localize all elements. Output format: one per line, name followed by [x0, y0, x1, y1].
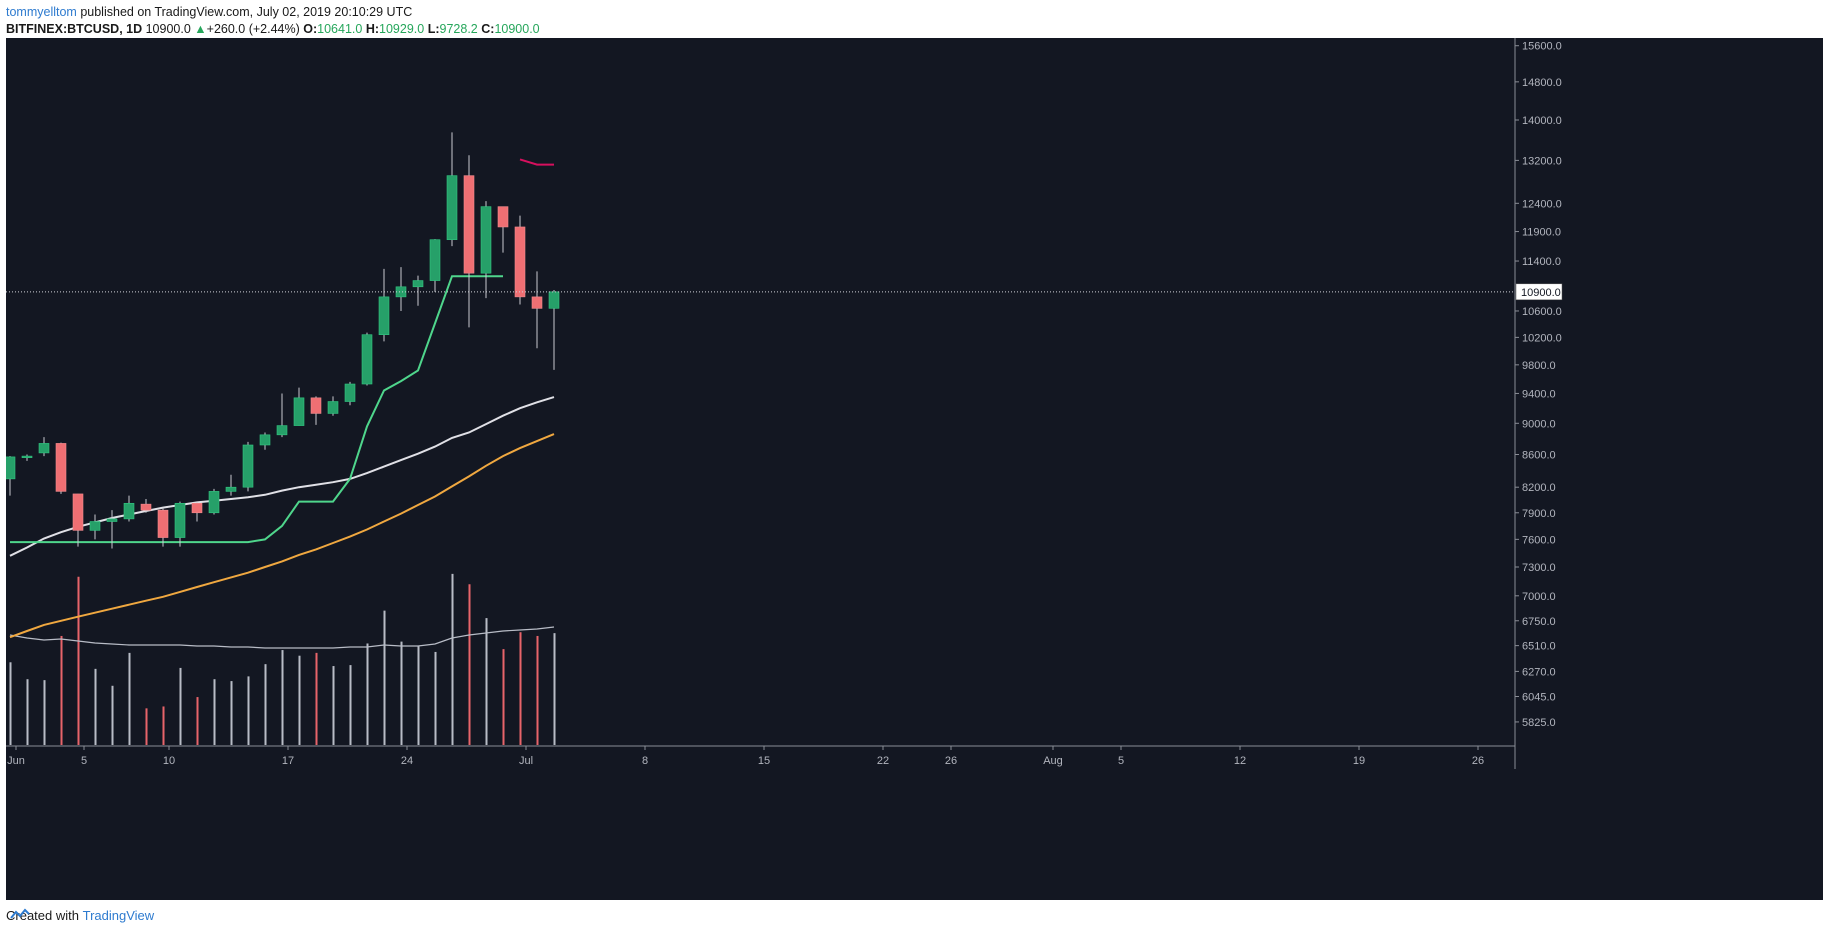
price-tick-label: 7900.0 — [1522, 508, 1556, 520]
high-label: H: — [365, 22, 380, 36]
time-tick-label: Aug — [1043, 755, 1063, 767]
open-value: 10641.0 — [317, 22, 363, 36]
author-link[interactable]: tommyelltom — [6, 5, 77, 19]
candle-up — [38, 443, 50, 454]
candle-up — [259, 434, 271, 446]
price-tick-label: 10200.0 — [1522, 332, 1562, 344]
candle-up — [6, 456, 16, 480]
last-price: 10900.0 — [145, 22, 191, 36]
close-label: C: — [481, 22, 495, 36]
candle-down — [531, 296, 543, 309]
symbol-label: BITFINEX:BTCUSD, 1D — [6, 22, 143, 36]
candle-up — [174, 502, 186, 538]
price-tick-label: 6750.0 — [1522, 616, 1556, 628]
candle-down — [140, 503, 152, 511]
close-value: 10900.0 — [494, 22, 540, 36]
price-tick-label: 6045.0 — [1522, 691, 1556, 703]
green-indicator-line — [10, 275, 503, 544]
sma-white-line — [9, 396, 555, 557]
candle-up — [480, 206, 492, 274]
sma-orange-line — [9, 433, 555, 639]
candle-up — [548, 291, 560, 309]
low-value: 9728.2 — [439, 22, 478, 36]
candle-up — [446, 175, 458, 240]
candle-up — [225, 486, 237, 492]
candle-down — [497, 206, 509, 228]
price-chart-svg[interactable]: 15600.0 14800.0 14000.0 13200.0 12400.0 11900… — [6, 38, 1823, 900]
candle-up — [89, 521, 101, 531]
open-label: O: — [303, 22, 318, 36]
candle-up — [106, 518, 118, 522]
price-tick-label: 11400.0 — [1522, 256, 1561, 268]
price-tick-label: 6510.0 — [1522, 641, 1556, 653]
time-tick-label: Jul — [519, 755, 533, 767]
price-tick-label: 15600.0 — [1522, 41, 1562, 53]
time-tick-label: 5 — [81, 755, 87, 767]
published-text: published on TradingView.com, July 02, 2… — [80, 5, 413, 19]
time-tick-label: 17 — [282, 755, 294, 767]
price-tick-label: 8200.0 — [1522, 482, 1556, 494]
candle-up — [429, 239, 441, 281]
price-tick-label: 7300.0 — [1522, 562, 1556, 574]
price-change: +260.0 (+2.44%) — [206, 22, 300, 36]
candle-up — [21, 455, 33, 459]
symbol-quote-line: BITFINEX:BTCUSD, 1D 10900.0 ▲+260.0 (+2.… — [6, 21, 540, 37]
candle-down — [157, 509, 169, 538]
price-tick-label: 7600.0 — [1522, 534, 1556, 546]
price-tick-label: 12400.0 — [1522, 198, 1562, 210]
time-tick-label: 12 — [1234, 755, 1246, 767]
time-tick-label: 24 — [401, 755, 413, 767]
candle-up — [208, 491, 220, 514]
candle-up — [242, 444, 254, 488]
time-tick-label: 15 — [758, 755, 770, 767]
candle-down — [55, 443, 67, 492]
tradingview-logo-icon — [10, 908, 30, 919]
price-tick-label: 14800.0 — [1522, 77, 1562, 89]
price-tick-label: 10600.0 — [1522, 306, 1562, 318]
candle-up — [344, 383, 356, 402]
time-tick-label: 5 — [1118, 755, 1124, 767]
price-tick-label: 14000.0 — [1522, 115, 1562, 127]
publish-header: tommyelltom published on TradingView.com… — [6, 4, 412, 20]
price-tick-label: 6270.0 — [1522, 666, 1556, 678]
price-tick-label: 9000.0 — [1522, 418, 1556, 430]
time-tick-label: 10 — [163, 755, 175, 767]
price-tick-label: 13200.0 — [1522, 155, 1562, 167]
candle-up — [327, 401, 339, 414]
low-label: L: — [427, 22, 440, 36]
candle-down — [463, 175, 475, 274]
red-indicator-line — [519, 158, 554, 166]
candle-up — [412, 280, 424, 288]
price-tick-label: 7000.0 — [1522, 591, 1556, 603]
candle-down — [191, 502, 203, 514]
time-tick-label: 26 — [945, 755, 957, 767]
tradingview-brand-link[interactable]: TradingView — [82, 908, 155, 923]
candle-up — [293, 397, 305, 426]
high-value: 10929.0 — [379, 22, 425, 36]
chart-area[interactable]: 15600.0 14800.0 14000.0 13200.0 12400.0 11900… — [6, 38, 1823, 900]
price-tick-label: 9800.0 — [1522, 360, 1556, 372]
price-tick-label: 5825.0 — [1522, 717, 1556, 729]
time-tick-label: 19 — [1353, 755, 1365, 767]
candle-down — [310, 397, 322, 414]
candle-up — [123, 502, 135, 520]
candle-down — [72, 493, 84, 531]
footer: Created with TradingView — [6, 908, 154, 923]
time-tick-label: 22 — [877, 755, 889, 767]
candle-up — [361, 334, 373, 385]
arrow-up-icon: ▲ — [194, 22, 207, 36]
last-price-label: 10900.0 — [1521, 287, 1561, 299]
price-tick-label: 9400.0 — [1522, 388, 1556, 400]
time-tick-label: Jun — [7, 755, 25, 767]
volume-ma-line — [9, 626, 555, 649]
candle-down — [514, 226, 526, 298]
price-tick-label: 8600.0 — [1522, 450, 1556, 462]
price-tick-label: 11900.0 — [1522, 227, 1561, 239]
time-tick-label: 8 — [642, 755, 648, 767]
candle-up — [395, 286, 407, 298]
time-tick-label: 26 — [1472, 755, 1484, 767]
candle-up — [378, 296, 390, 335]
candle-up — [276, 425, 288, 436]
last-price-badge — [1515, 283, 1563, 301]
